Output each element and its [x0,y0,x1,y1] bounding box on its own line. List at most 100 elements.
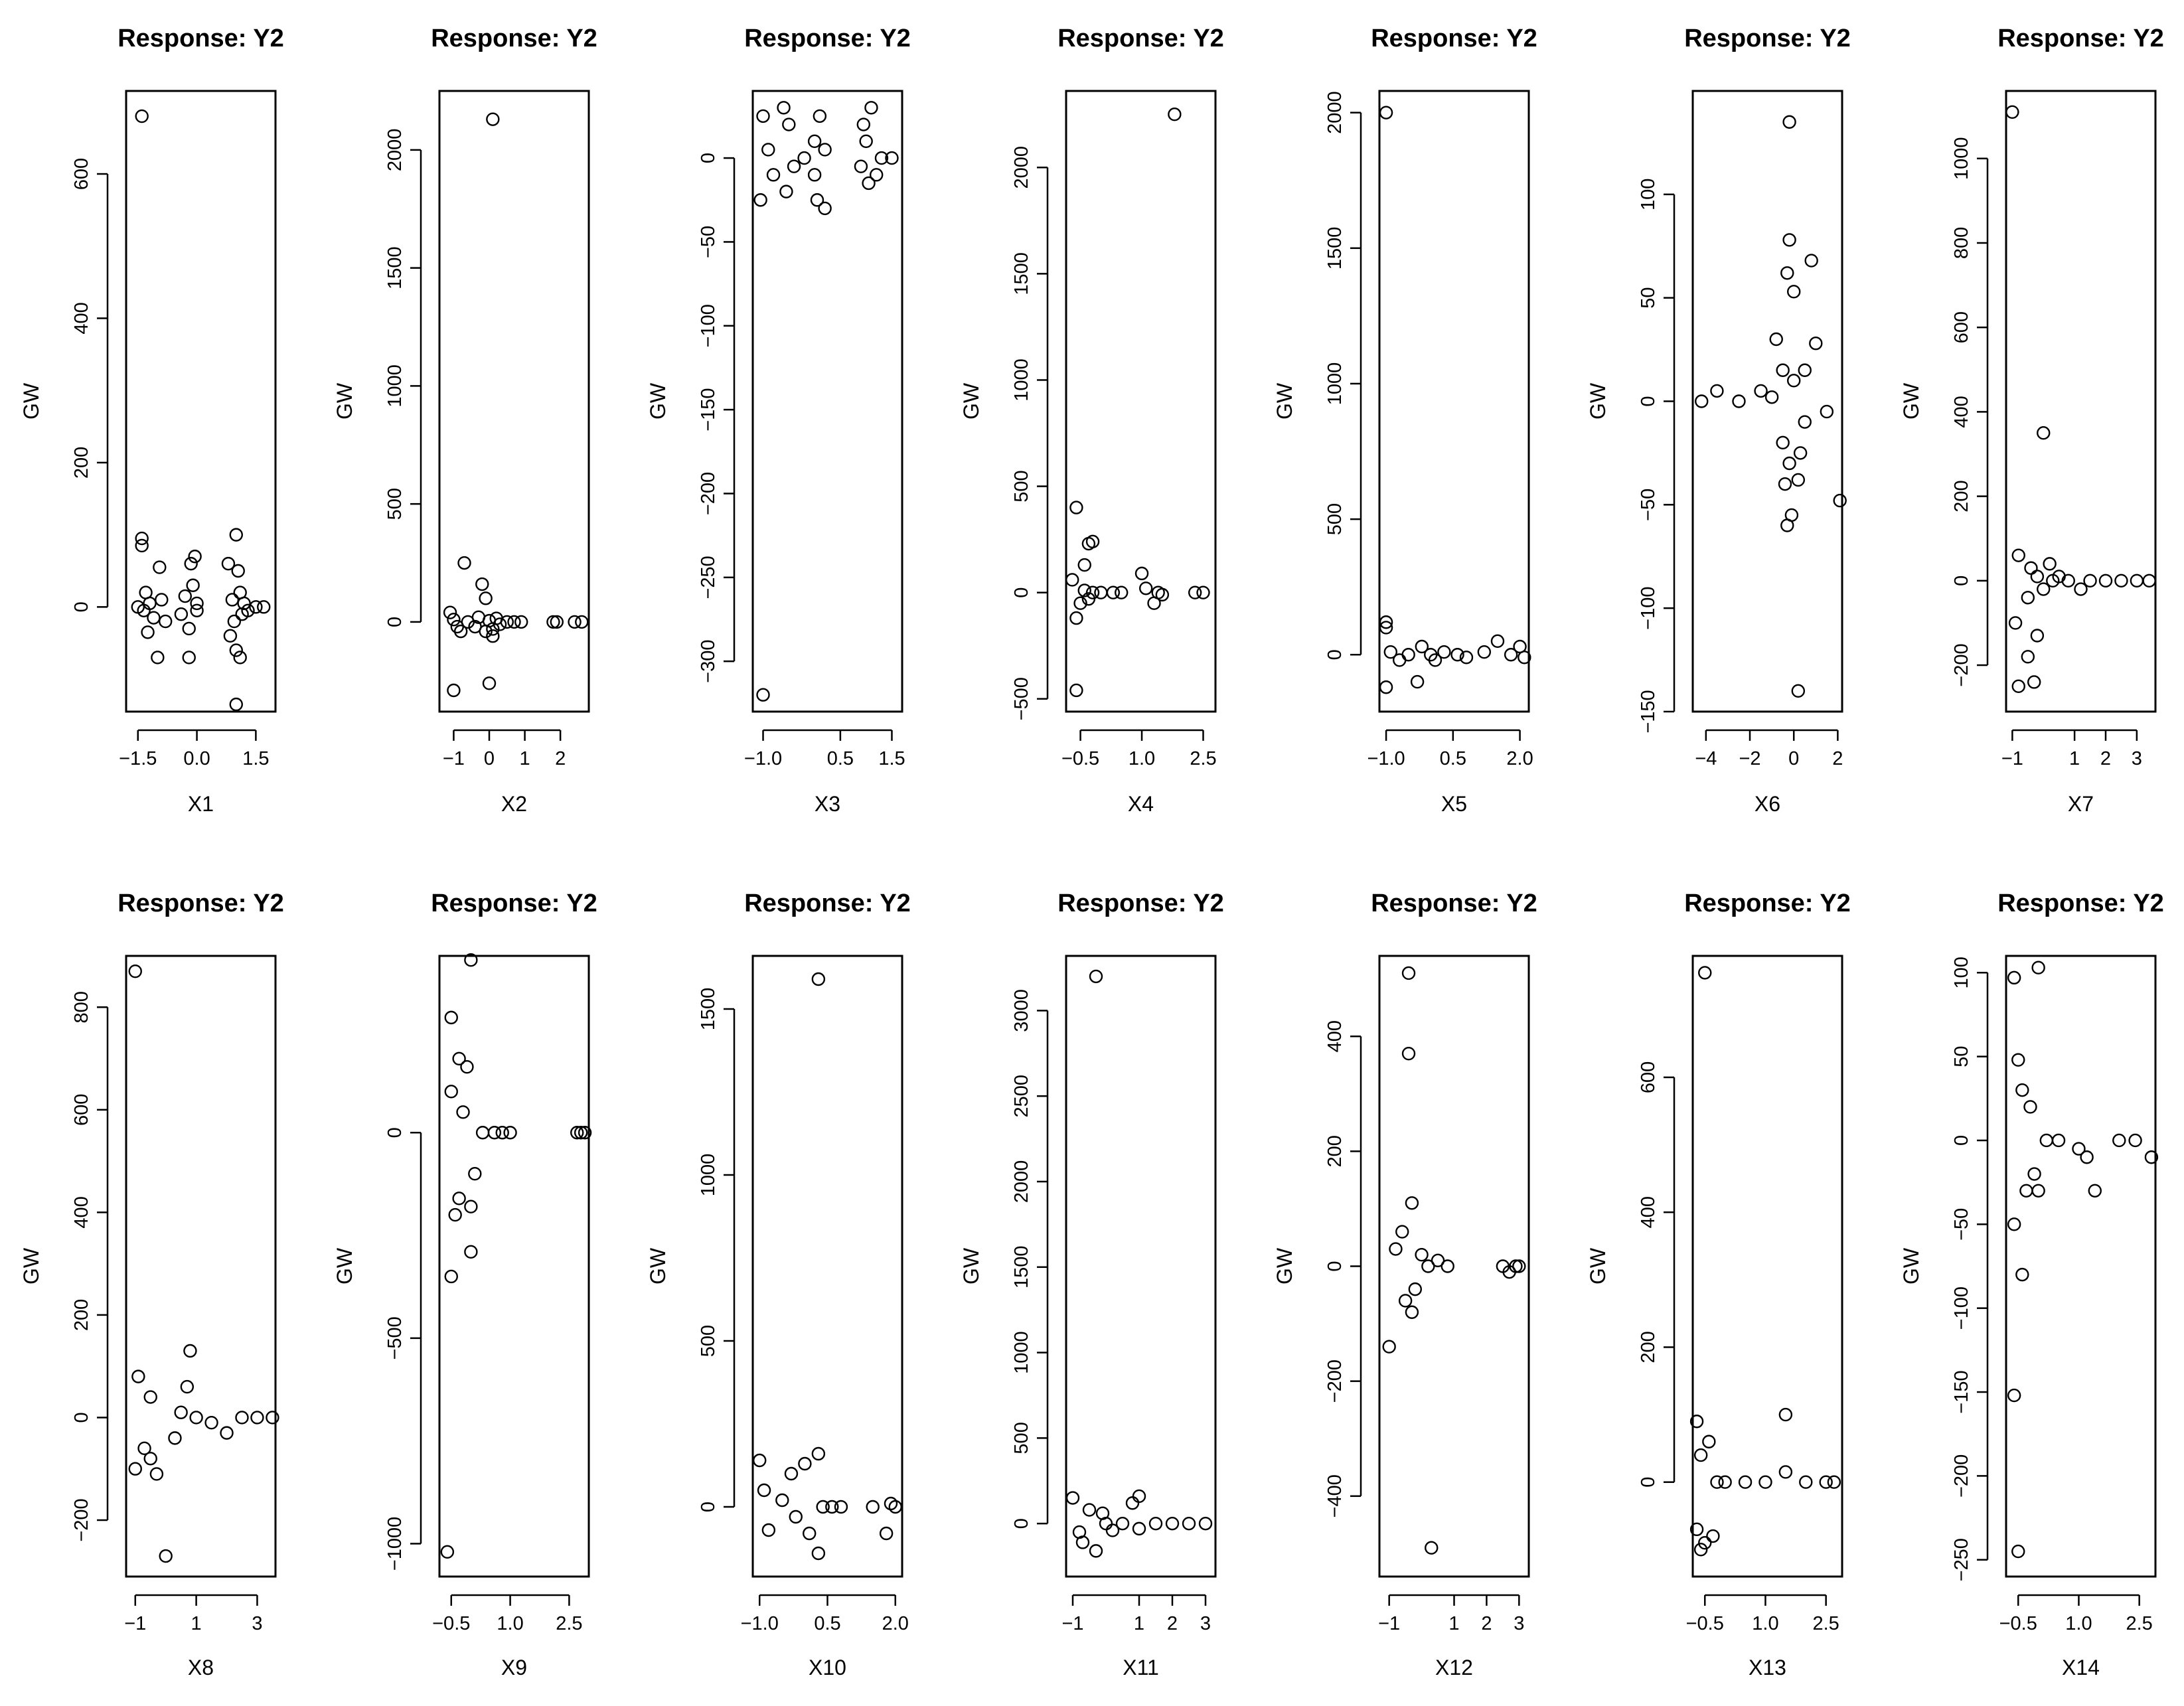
scatter-panel-x8: Response: Y2 −1 1 3 −200 0 200 400 600 800 X8 GW [19,890,284,1679]
x-tick-label: 2.5 [1813,1613,1839,1634]
y-tick-label: 1000 [1011,358,1032,402]
data-point [854,159,868,173]
data-point [1780,266,1794,280]
data-point [2023,1100,2037,1114]
y-axis-label: GW [1273,382,1296,420]
data-point [1094,585,1108,599]
data-point [1431,1253,1445,1268]
data-point [884,1496,898,1511]
x-tick-label: 2.0 [882,1613,909,1634]
data-point [131,1369,145,1383]
data-point [1809,337,1823,350]
data-point [1379,615,1393,629]
data-point [1799,1475,1813,1489]
data-point [159,1549,173,1563]
x-tick-label: 3 [1200,1613,1211,1634]
x-tick-label: −1.5 [119,748,157,769]
y-axis-label: GW [1899,382,1923,420]
x-tick-label: 1.5 [878,748,905,769]
data-point [1820,404,1834,419]
y-tick-label: 1000 [1324,362,1346,406]
data-point [2088,1184,2102,1198]
data-point [249,600,263,614]
data-point [789,1510,803,1524]
x-axis-label: X7 [2068,792,2094,816]
y-tick-label: 0 [384,617,406,627]
data-point [183,1344,197,1358]
x-tick-label: 0.5 [827,748,854,769]
data-point [229,528,243,542]
y-tick-label: 400 [1324,1020,1346,1052]
data-point [2142,574,2156,588]
data-point [1509,1259,1523,1273]
x-tick-label: 2 [2100,748,2111,769]
data-point [811,1446,826,1461]
y-tick-label: 3000 [1011,989,1032,1032]
data-point [1069,501,1083,514]
x-tick-label: −2 [1739,748,1760,769]
data-point [879,1526,894,1541]
data-point [444,1269,458,1284]
data-point [1405,1196,1419,1210]
data-point [1778,1465,1793,1479]
y-axis-label: GW [19,382,43,420]
scatter-panel-x7: Response: Y2 −1 1 2 3 −200 0 200 400 600 800 1000 X7… [1899,25,2164,816]
panel-title: Response: Y2 [117,890,284,917]
data-point [1827,1475,1841,1489]
data-point [1168,108,1182,121]
y-tick-label: 600 [1951,311,1972,343]
y-tick-label: 0 [1951,576,1972,586]
panel-title: Response: Y2 [431,25,597,52]
data-point [2030,570,2045,583]
data-point [444,1085,458,1099]
data-point [143,596,157,611]
data-point [1132,1489,1146,1504]
data-point [1504,648,1518,662]
y-tick-label: 500 [1011,1422,1032,1454]
data-point [1428,653,1443,667]
y-tick-label: −100 [698,304,719,347]
y-axis-label: GW [1586,1247,1610,1284]
y-tick-label: 0 [384,1127,406,1138]
y-tick-label: 500 [384,488,406,520]
y-tick-label: 50 [1951,1046,1972,1067]
x-tick-label: −1 [1378,1613,1400,1634]
data-point [2061,574,2075,588]
y-axis-label: GW [1586,382,1610,420]
data-point [493,617,507,631]
data-point [1710,384,1724,398]
x-tick-label: −1 [1061,1613,1083,1634]
data-point [1089,1544,1103,1558]
data-point [503,1126,517,1140]
data-point [1115,1516,1130,1531]
data-point [153,560,167,574]
y-tick-label: −1000 [384,1517,406,1571]
data-point [447,613,461,627]
data-point [204,1415,218,1430]
data-point [782,117,796,131]
panel-title: Response: Y2 [1371,890,1537,917]
y-tick-label: −250 [1951,1538,1972,1581]
data-point [444,1010,458,1025]
data-point [568,615,582,629]
data-point [1395,1225,1409,1239]
y-tick-label: −250 [698,556,719,599]
data-point [227,614,242,629]
data-point [1437,645,1451,659]
data-point [1408,1282,1423,1296]
y-axis-label: GW [646,382,670,420]
data-point [2031,1184,2045,1198]
x-axis-label: X13 [1749,1656,1786,1679]
y-axis-label: GW [19,1247,43,1284]
data-point [2011,548,2025,562]
data-point [1776,363,1790,377]
data-point [135,109,149,123]
data-point [1182,1516,1196,1531]
x-tick-label: 1 [191,1613,202,1634]
data-point [507,615,521,629]
data-point [2144,1150,2159,1164]
data-point [266,1411,279,1425]
x-axis-label: X3 [815,792,840,816]
data-point [229,643,243,657]
data-point [1085,534,1100,549]
